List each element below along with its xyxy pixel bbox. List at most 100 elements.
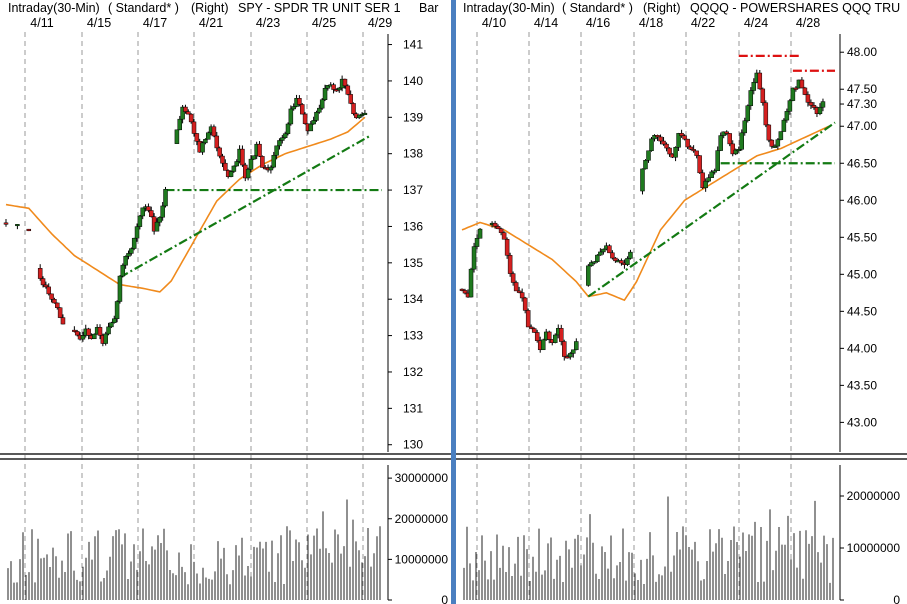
- candle-body: [736, 149, 741, 152]
- candle: [308, 121, 314, 132]
- candle: [559, 324, 564, 346]
- candle-body: [131, 237, 137, 249]
- candle: [322, 84, 328, 102]
- candle: [571, 349, 576, 358]
- chart-header-style: ( Standard* ): [562, 1, 633, 15]
- candle-body: [55, 302, 60, 308]
- candle: [601, 248, 606, 255]
- candle: [345, 84, 351, 96]
- candle-body: [462, 290, 468, 294]
- candle: [205, 131, 211, 140]
- candle-body: [351, 103, 356, 114]
- candle: [793, 86, 799, 92]
- candle-body: [781, 119, 787, 132]
- candle-body: [217, 147, 222, 157]
- candle: [787, 98, 793, 115]
- date-label: 4/11: [30, 16, 53, 30]
- candle-body: [302, 113, 308, 124]
- candle-body: [260, 156, 265, 168]
- candle-body: [811, 105, 817, 108]
- candle-body: [700, 172, 705, 189]
- candle: [211, 124, 217, 138]
- candle-body: [325, 85, 331, 89]
- candle: [37, 264, 43, 281]
- candle-body: [778, 131, 784, 140]
- candle: [640, 168, 645, 195]
- candle: [231, 165, 237, 173]
- candle-body: [471, 246, 477, 270]
- candle-body: [562, 341, 567, 357]
- price-tick-label: 137: [403, 183, 423, 197]
- candle-body: [565, 356, 570, 359]
- candle: [299, 103, 305, 115]
- candle: [163, 186, 168, 208]
- candle-body: [510, 273, 516, 283]
- price-tick-label: 141: [403, 38, 423, 52]
- price-tick-label: 132: [403, 365, 423, 379]
- candle: [528, 324, 534, 330]
- candle: [546, 330, 552, 344]
- candle: [134, 223, 140, 242]
- candle: [57, 307, 63, 319]
- candle-body: [274, 145, 279, 156]
- candle: [553, 333, 558, 344]
- candle-body: [793, 87, 799, 90]
- price-tick-label: 45.50: [847, 230, 877, 244]
- candle-body: [468, 268, 474, 298]
- candle: [268, 165, 274, 174]
- candle: [646, 150, 651, 163]
- candle-body: [345, 85, 351, 95]
- candle: [516, 286, 522, 294]
- candle-body: [223, 162, 228, 171]
- candle: [160, 202, 165, 221]
- candle-body: [757, 72, 763, 90]
- candle-body: [228, 171, 234, 177]
- candle-body: [808, 102, 814, 106]
- candle-body: [205, 132, 211, 140]
- candle-body: [311, 120, 316, 125]
- candle-body: [157, 216, 163, 223]
- candle-body: [820, 101, 826, 108]
- candle: [80, 331, 86, 342]
- candle-body: [129, 248, 134, 254]
- candle: [688, 145, 693, 151]
- candle: [317, 104, 322, 114]
- date-label: 4/15: [87, 16, 111, 30]
- candle-body: [724, 131, 729, 134]
- candle-body: [43, 284, 49, 288]
- candle: [562, 339, 567, 361]
- candle: [763, 100, 769, 128]
- chart-header-period: Intraday(30-Min): [8, 1, 100, 15]
- candle-body: [697, 155, 702, 174]
- candle-body: [646, 150, 651, 161]
- candle: [769, 139, 775, 149]
- candle-body: [317, 107, 322, 113]
- candle: [154, 218, 160, 232]
- candle: [751, 78, 757, 95]
- candle: [297, 95, 302, 107]
- candle-body: [3, 222, 9, 225]
- candle: [817, 103, 823, 116]
- candle: [531, 327, 537, 333]
- candle: [667, 147, 672, 157]
- candle-body: [97, 327, 103, 336]
- candle: [540, 338, 546, 351]
- candle-body: [74, 331, 80, 336]
- candle-body: [474, 238, 480, 247]
- candle-body: [691, 149, 696, 152]
- volume-tick-label: 20000000: [847, 489, 901, 503]
- candle-body: [231, 165, 237, 172]
- candle: [730, 140, 735, 157]
- candle-body: [784, 111, 790, 121]
- candle: [92, 333, 97, 340]
- candle-body: [37, 268, 43, 279]
- price-tick-label: 140: [403, 74, 423, 88]
- candle: [74, 329, 80, 337]
- candle: [97, 324, 103, 340]
- candle: [700, 169, 705, 190]
- candle-body: [459, 288, 465, 291]
- candle: [778, 131, 784, 141]
- price-tick-label: 45.00: [847, 267, 877, 281]
- price-tick-label: 138: [403, 147, 423, 161]
- candle-body: [106, 326, 111, 335]
